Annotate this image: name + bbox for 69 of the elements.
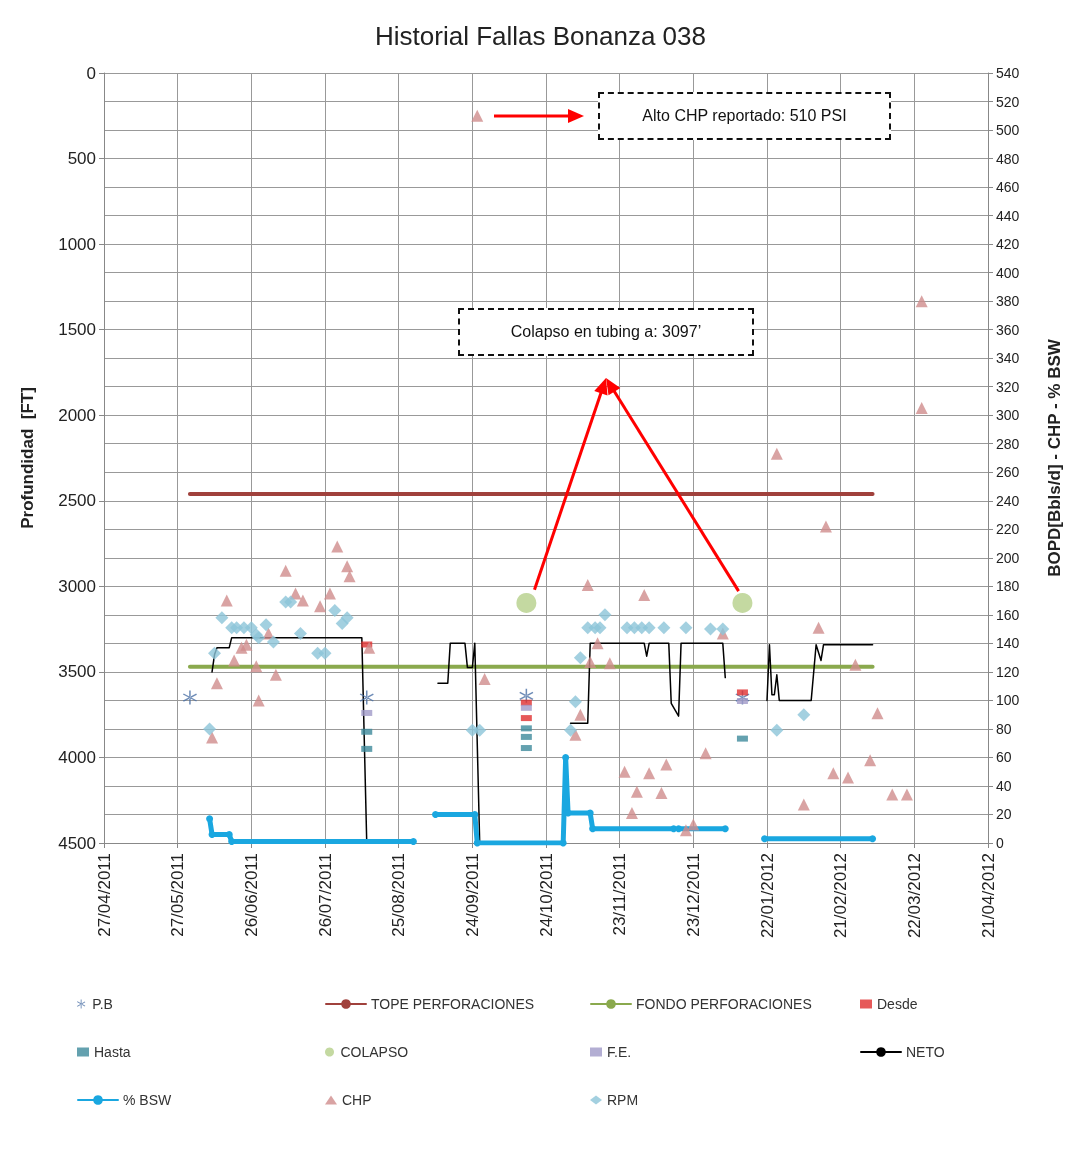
y2-tick-label: 420: [996, 236, 1020, 253]
dashed-frame: Alto CHP reportado: 510 PSI: [598, 92, 891, 140]
legend-label: F.E.: [607, 1044, 632, 1060]
y2-tick-label: 0: [996, 835, 1004, 851]
x-tick-label: 27/04/2011: [94, 853, 114, 937]
x-tick-label: 25/08/2011: [389, 853, 409, 937]
y2-tick-label: 500: [996, 122, 1020, 139]
y-tick-label: 4000: [58, 747, 96, 767]
y2-tick-label: 300: [996, 407, 1020, 424]
y2-tick-label: 320: [996, 378, 1020, 395]
dashed-frame: Colapso en tubing a: 3097’: [458, 308, 754, 356]
y-tick-label: 4500: [58, 833, 96, 853]
y2-tick-label: 160: [996, 606, 1020, 623]
y2-tick-label: 100: [996, 692, 1020, 709]
legend-label: P.B: [92, 996, 113, 1012]
y-tick-label: 500: [67, 149, 96, 169]
x-tick-label: 23/12/2011: [683, 853, 703, 937]
x-tick-label: 24/09/2011: [462, 853, 482, 937]
y2-tick-label: 520: [996, 93, 1020, 110]
x-tick-label: 22/01/2012: [757, 853, 777, 939]
x-tick-label: 27/05/2011: [168, 853, 188, 937]
legend-label: % BSW: [123, 1092, 173, 1108]
y2-tick-label: 480: [996, 150, 1020, 167]
x-tick-label: 26/06/2011: [241, 853, 261, 937]
y-tick-label: 1500: [58, 320, 96, 340]
x-tick-label: 22/03/2012: [904, 853, 924, 939]
y2-tick-label: 220: [996, 521, 1020, 538]
y2-tick-label: 280: [996, 435, 1020, 452]
y-tick-label: 3500: [58, 662, 96, 682]
legend-label: NETO: [906, 1044, 945, 1060]
x-tick-label: 24/10/2011: [536, 853, 556, 937]
y2-tick-label: 400: [996, 264, 1020, 281]
y-tick-label: 3000: [58, 576, 96, 596]
y2-tick-label: 260: [996, 464, 1020, 481]
y2-tick-label: 120: [996, 663, 1020, 680]
y2-tick-label: 360: [996, 321, 1020, 338]
y2-tick-label: 240: [996, 492, 1020, 509]
y2-tick-label: 380: [996, 293, 1020, 310]
y2-tick-label: 40: [996, 777, 1012, 794]
y-tick-label: 0: [86, 63, 96, 83]
y-axis-title: Profundidad [FT]: [18, 387, 37, 529]
x-tick-label: 26/07/2011: [315, 853, 335, 937]
legend-label: COLAPSO: [340, 1044, 409, 1060]
y2-tick-label: 20: [996, 806, 1012, 823]
legend-label: Hasta: [94, 1044, 131, 1060]
x-tick-label: 21/04/2012: [978, 853, 998, 939]
y2-tick-label: 540: [996, 65, 1020, 81]
legend-label: RPM: [607, 1092, 639, 1108]
legend-label: TOPE PERFORACIONES: [371, 996, 535, 1012]
x-tick-label: 23/11/2011: [610, 853, 630, 936]
chart-title: Historial Fallas Bonanza 038: [375, 21, 706, 51]
y2-tick-label: 60: [996, 749, 1012, 766]
y2-tick-label: 340: [996, 350, 1020, 367]
y2-axis-title: BOPD[Bbls/d] - CHP - % BSW: [1045, 338, 1064, 577]
y2-tick-label: 140: [996, 635, 1020, 652]
y2-tick-label: 200: [996, 549, 1020, 566]
y2-tick-label: 460: [996, 179, 1020, 196]
y2-tick-label: 80: [996, 720, 1012, 737]
annotation: Alto CHP reportado: 510 PSI: [642, 107, 847, 125]
y-tick-label: 2000: [58, 405, 96, 425]
y2-tick-label: 440: [996, 207, 1020, 224]
y-tick-label: 2500: [58, 491, 96, 511]
legend-label: FONDO PERFORACIONES: [636, 996, 812, 1012]
y2-tick-label: 180: [996, 578, 1020, 595]
annotation: Colapso en tubing a: 3097’: [510, 323, 702, 341]
legend-label: Desde: [877, 996, 918, 1012]
legend-label: CHP: [342, 1092, 372, 1108]
y-tick-label: 1000: [58, 234, 96, 254]
x-tick-label: 21/02/2012: [831, 853, 851, 939]
